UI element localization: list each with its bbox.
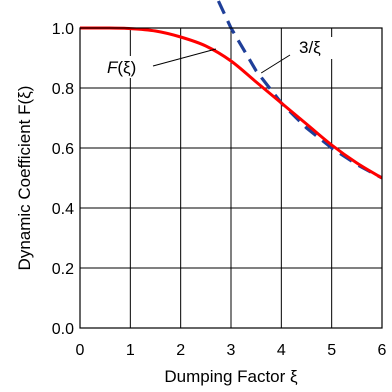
three-over-xi-label-bg xyxy=(296,37,336,59)
f-xi-leader-line xyxy=(152,48,217,67)
plot-frame xyxy=(79,27,383,329)
y-tick-label: 0.4 xyxy=(52,201,74,218)
x-tick-label: 0 xyxy=(76,342,85,359)
x-tick-label: 4 xyxy=(277,342,286,359)
f-xi-label-arg: (ξ) xyxy=(117,58,136,77)
x-axis-title: Dumping Factor ξ xyxy=(164,367,298,386)
y-tick-label: 0.8 xyxy=(52,81,74,98)
y-tick-label: 1.0 xyxy=(52,21,74,38)
f-xi-label-f: F xyxy=(107,58,119,77)
y-tick-labels: 0.0 0.2 0.4 0.6 0.8 1.0 xyxy=(52,21,74,338)
x-tick-label: 1 xyxy=(126,342,135,359)
x-tick-label: 5 xyxy=(327,342,336,359)
y-tick-label: 0.6 xyxy=(52,141,74,158)
x-tick-labels: 0 1 2 3 4 5 6 xyxy=(76,342,387,359)
three-over-xi-label: 3/ξ xyxy=(299,38,321,57)
y-tick-label: 0.2 xyxy=(52,261,74,278)
y-tick-label: 0.0 xyxy=(52,321,74,338)
f-xi-label-bg xyxy=(104,56,148,78)
y-axis-title: Dynamic Coefficient F(ξ) xyxy=(15,86,34,271)
x-tick-label: 2 xyxy=(176,342,185,359)
x-tick-label: 6 xyxy=(378,342,387,359)
annotations: F(ξ) 3/ξ xyxy=(104,37,336,78)
three-over-xi-leader-line xyxy=(260,54,291,74)
x-tick-label: 3 xyxy=(227,342,236,359)
f-xi-label: F(ξ) xyxy=(107,58,136,77)
